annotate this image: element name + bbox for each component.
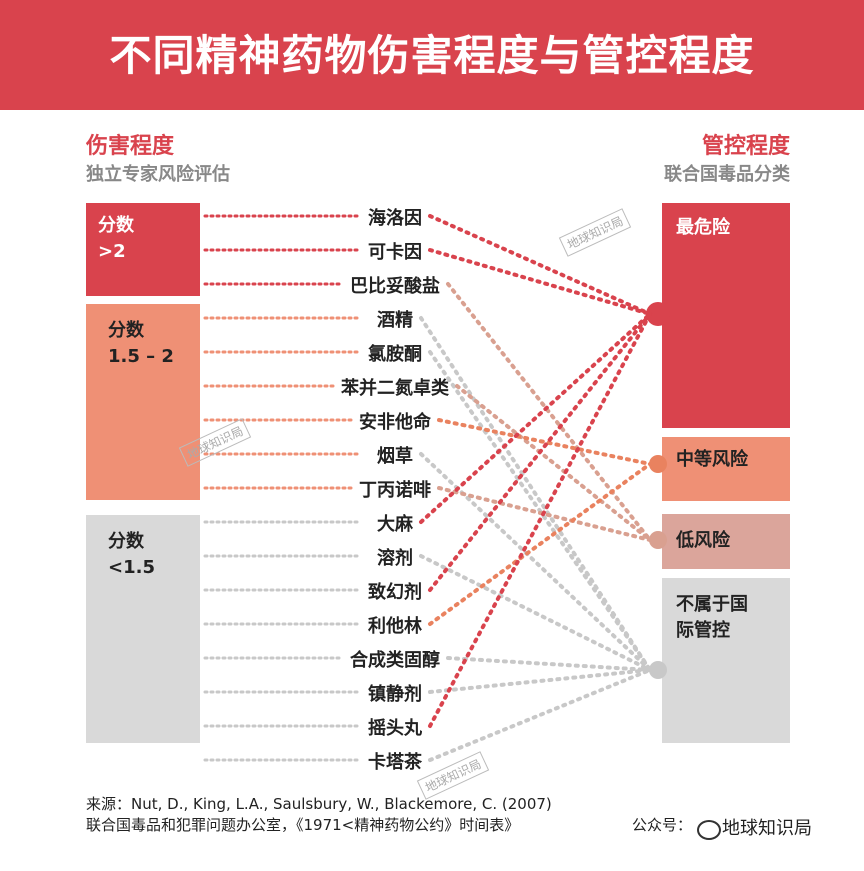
- drug-label: 溶剂: [377, 548, 413, 569]
- control-connector: [428, 312, 652, 728]
- target-marker: [649, 455, 667, 473]
- target-marker: [646, 302, 670, 326]
- harm-box-low: 分数 <1.5: [86, 515, 200, 743]
- drug-label: 丁丙诺啡: [359, 480, 431, 501]
- right-axis-title: 管控程度: [701, 134, 790, 159]
- drug-label: 合成类固醇: [350, 650, 440, 671]
- control-box-label: 不属于国 际管控: [676, 594, 748, 641]
- target-marker: [649, 661, 667, 679]
- control-connector: [419, 452, 652, 672]
- wechat-icon: [697, 820, 721, 840]
- drug-label: 烟草: [377, 446, 413, 467]
- control-connector: [428, 668, 652, 762]
- source-line-2: 联合国毒品和犯罪问题办公室，《1971<精神药物公约》时间表》: [86, 816, 520, 834]
- control-connector: [428, 668, 652, 694]
- control-box-label: 低风险: [676, 530, 730, 551]
- harm-box-label: 分数 >2: [98, 215, 134, 262]
- control-connector: [446, 656, 652, 672]
- account-label: 公众号：: [632, 816, 693, 834]
- control-connector: [437, 418, 652, 466]
- page-title: 不同精神药物伤害程度与管控程度: [109, 31, 755, 80]
- control-box-medium-risk: 中等风险: [662, 437, 790, 501]
- drug-label: 镇静剂: [368, 684, 422, 705]
- drug-label: 安非他命: [359, 412, 431, 433]
- left-axis-title: 伤害程度: [86, 134, 175, 159]
- control-connector: [428, 214, 652, 316]
- drug-label: 摇头丸: [368, 718, 422, 739]
- control-box-not-controlled: 不属于国 际管控: [662, 578, 790, 743]
- control-box-low-risk: 低风险: [662, 514, 790, 569]
- harm-box-medium: 分数 1.5 – 2: [86, 304, 200, 500]
- title-banner: 不同精神药物伤害程度与管控程度: [0, 0, 864, 110]
- drug-label: 酒精: [377, 310, 413, 331]
- target-marker: [649, 531, 667, 549]
- drug-label: 可卡因: [368, 242, 422, 263]
- drug-label: 利他林: [368, 616, 422, 637]
- harm-box-label: 分数 <1.5: [108, 531, 155, 578]
- drug-label: 巴比妥酸盐: [350, 276, 440, 297]
- account-name: 地球知识局: [722, 818, 812, 839]
- drug-label: 致幻剂: [368, 582, 422, 603]
- harm-box-high: 分数 >2: [86, 203, 200, 296]
- control-connector: [446, 282, 652, 542]
- left-axis-subtitle: 独立专家风险评估: [86, 164, 230, 185]
- control-connector: [428, 312, 652, 592]
- control-connector: [419, 312, 652, 524]
- control-connector: [419, 316, 652, 672]
- drug-label: 苯并二氮卓类: [341, 378, 449, 399]
- control-connector: [455, 384, 652, 542]
- drug-label: 海洛因: [368, 208, 422, 229]
- control-box-label: 中等风险: [676, 449, 748, 470]
- control-connector: [428, 462, 652, 626]
- control-box-most-dangerous: 最危险: [662, 203, 790, 428]
- source-line-1: 来源：Nut, D., King, L.A., Saulsbury, W., B…: [86, 795, 552, 813]
- control-box-label: 最危险: [676, 217, 730, 238]
- right-axis-subtitle: 联合国毒品分类: [664, 164, 790, 185]
- drug-label: 氯胺酮: [368, 344, 422, 365]
- control-connector: [419, 554, 652, 672]
- drug-label: 大麻: [377, 514, 413, 535]
- drug-label: 卡塔茶: [368, 752, 422, 773]
- harm-box-label: 分数 1.5 – 2: [108, 320, 174, 367]
- control-connector: [428, 248, 652, 316]
